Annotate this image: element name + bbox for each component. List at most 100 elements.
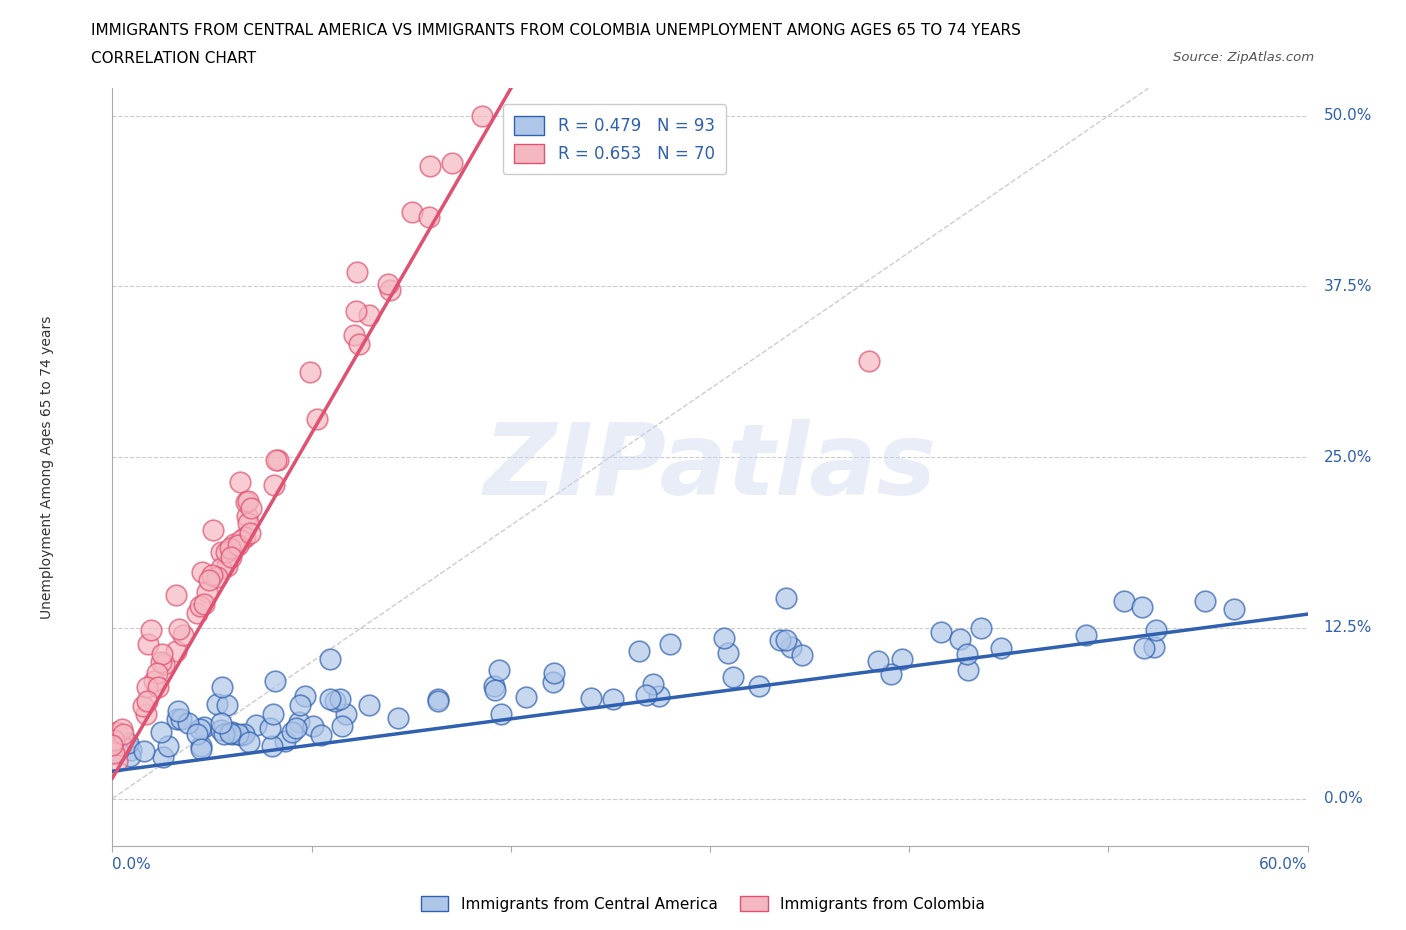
Point (1076, 627, 1098, 642)
Point (188, 598, 211, 613)
Point (214, 727, 236, 742)
Point (236, 516, 259, 531)
Point (226, 726, 249, 741)
Point (713, 631, 735, 645)
Point (173, 628, 195, 643)
Point (170, 711, 193, 726)
Point (112, 726, 135, 741)
Point (103, 746, 125, 761)
Point (418, 209, 440, 224)
Point (418, 158, 440, 173)
Point (323, 693, 346, 708)
Text: 0.0%: 0.0% (112, 857, 152, 872)
Point (319, 692, 342, 707)
Point (1112, 593, 1135, 608)
Point (890, 651, 912, 666)
Text: 50.0%: 50.0% (1323, 108, 1372, 123)
Point (193, 720, 215, 735)
Point (211, 680, 233, 695)
Point (207, 697, 229, 711)
Point (135, 707, 157, 722)
Point (329, 692, 352, 707)
Point (346, 265, 368, 280)
Point (263, 673, 285, 688)
Point (484, 683, 506, 698)
Point (949, 631, 972, 646)
Point (264, 453, 287, 468)
Point (226, 538, 249, 552)
Point (426, 691, 449, 706)
Point (235, 495, 257, 510)
Point (110, 737, 132, 752)
Point (152, 750, 174, 764)
Point (769, 632, 792, 647)
Point (202, 523, 225, 538)
Point (299, 365, 322, 379)
Point (176, 715, 198, 730)
Point (218, 540, 240, 555)
Point (240, 500, 263, 515)
Point (156, 739, 179, 754)
Point (229, 474, 252, 489)
Point (357, 308, 380, 323)
Point (262, 707, 284, 722)
Point (401, 205, 423, 219)
Point (515, 690, 537, 705)
Text: ZIPatlas: ZIPatlas (484, 418, 936, 516)
Point (215, 698, 238, 712)
Point (169, 621, 191, 636)
Point (1223, 602, 1246, 617)
Point (330, 719, 353, 734)
Point (134, 744, 156, 759)
Point (233, 530, 256, 545)
Point (288, 715, 311, 730)
Point (990, 641, 1012, 656)
Point (1194, 593, 1216, 608)
Point (221, 725, 243, 740)
Point (285, 720, 308, 735)
Point (215, 545, 238, 560)
Point (488, 662, 510, 677)
Point (209, 560, 232, 575)
Point (146, 666, 169, 681)
Point (139, 623, 162, 638)
Point (221, 541, 243, 556)
Point (792, 648, 814, 663)
Point (281, 724, 304, 739)
Point (387, 711, 409, 725)
Point (343, 327, 366, 342)
Point (150, 725, 173, 740)
Text: 37.5%: 37.5% (1323, 279, 1372, 294)
Point (167, 703, 190, 718)
Point (105, 753, 128, 768)
Point (101, 737, 124, 752)
Point (628, 644, 651, 658)
Point (956, 646, 979, 661)
Point (858, 354, 880, 369)
Text: Unemployment Among Ages 65 to 74 years: Unemployment Among Ages 65 to 74 years (39, 315, 53, 619)
Point (190, 738, 212, 753)
Point (165, 644, 187, 658)
Text: 0.0%: 0.0% (1323, 791, 1362, 806)
Point (224, 537, 246, 551)
Point (209, 544, 232, 559)
Point (186, 605, 208, 620)
Point (579, 691, 602, 706)
Point (146, 679, 169, 694)
Point (217, 559, 239, 574)
Point (218, 726, 240, 741)
Point (120, 742, 142, 757)
Point (238, 735, 260, 750)
Point (294, 688, 316, 703)
Point (205, 569, 228, 584)
Point (377, 277, 399, 292)
Point (236, 494, 259, 509)
Point (602, 692, 624, 707)
Point (440, 155, 463, 170)
Point (775, 591, 797, 605)
Point (344, 303, 367, 318)
Legend: Immigrants from Central America, Immigrants from Colombia: Immigrants from Central America, Immigra… (415, 889, 991, 918)
Point (259, 721, 281, 736)
Point (117, 736, 139, 751)
Point (426, 693, 449, 708)
